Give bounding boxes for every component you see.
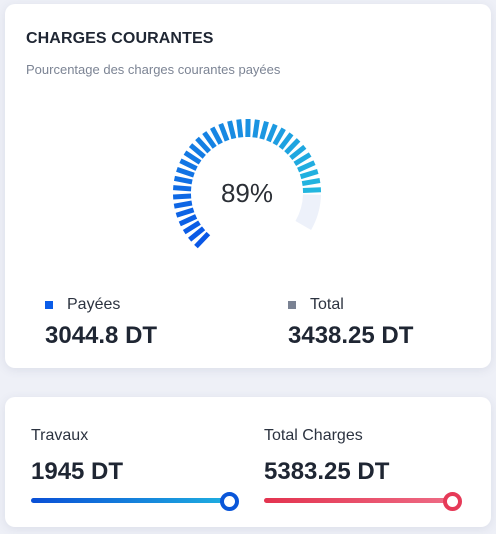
gauge-segment [227,120,237,140]
gauge-segment [182,220,201,235]
value-payees: 3044.8 DT [45,322,158,349]
gauge-segment [209,126,223,145]
totals-card [5,397,491,527]
gauge-segment [218,122,230,142]
legend-payees: Payées [45,296,120,314]
gauge-segment [178,214,198,227]
gauge-segment [183,150,202,165]
gauge-segment [236,119,244,138]
stat-label-total-charges: Total Charges [264,427,363,444]
gauge-segment [188,226,206,242]
gauge-segment [173,200,193,209]
gauge-segment [179,158,198,171]
gauge-segment [278,132,294,150]
gauge-segment [289,144,307,161]
gauge-segment [259,120,269,140]
stat-value-travaux: 1945 DT [31,458,124,485]
legend-total: Total [288,296,344,314]
card-subtitle: Pourcentage des charges courantes payées [26,62,281,77]
gauge-segment [301,178,321,187]
gauge-percent-label: 89% [221,178,273,208]
stat-value-total-charges: 5383.25 DT [264,458,390,485]
legend-label-total: Total [310,296,344,313]
gauge-segment [176,167,195,178]
gauge-segment [272,127,286,146]
progress-handle-total-charges[interactable] [443,492,462,511]
gauge-segment [173,185,192,192]
charges-courantes-card [5,4,491,368]
gauge-segment [194,231,211,249]
gauge-segment [173,175,193,185]
progress-handle-travaux[interactable] [220,492,239,511]
legend-swatch-payees [45,301,53,309]
gauge-track [295,193,321,230]
gauge-segment [195,136,212,154]
gauge-segment [266,123,278,143]
legend-swatch-total [288,301,296,309]
stat-label-travaux: Travaux [31,427,89,444]
radial-gauge: 89% [172,118,322,249]
gauge-segment [302,187,322,194]
card-title: CHARGES COURANTES [26,30,214,47]
gauge-segment [202,131,217,149]
gauge-segment [175,207,195,218]
gauge-segment [252,119,260,138]
gauge-segment [297,160,316,173]
gauge-segment [299,169,319,180]
gauge-segment [172,193,192,200]
progress-bar-travaux [31,498,231,503]
gauge-segment [293,152,312,166]
gauge-segment [188,143,206,159]
legend-label-payees: Payées [67,296,121,313]
gauge-segment [284,138,301,155]
progress-bar-total-charges [264,498,454,503]
value-total: 3438.25 DT [288,322,414,349]
